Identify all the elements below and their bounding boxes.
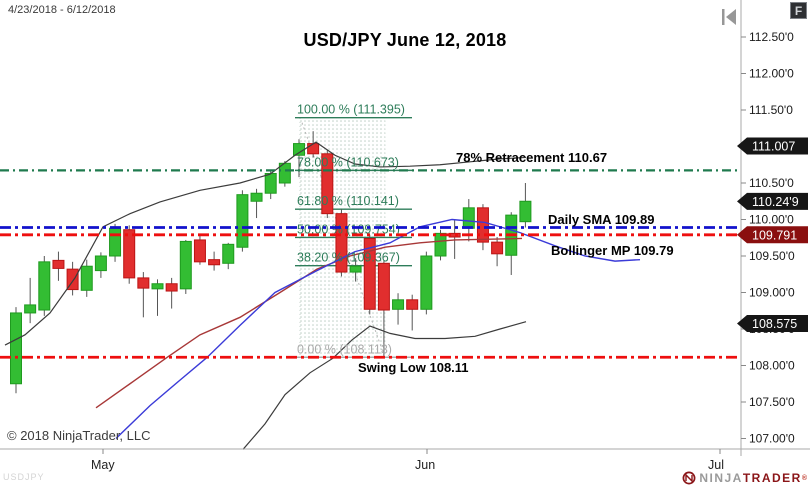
candle: [94, 252, 107, 278]
candle: [165, 277, 178, 309]
fib-level-label: 100.00 % (111.395): [297, 103, 405, 117]
fib-level-label: 50.00 % (109.754): [297, 222, 400, 236]
indicator-black-lower: [242, 321, 527, 450]
candle: [38, 256, 51, 316]
price-badge: 108.575: [737, 315, 808, 333]
candle: [222, 242, 235, 270]
month-label: May: [91, 458, 115, 472]
candle: [278, 161, 291, 187]
jump-to-end-icon[interactable]: [720, 6, 740, 28]
price-tick-label: 109.50'0: [749, 249, 795, 263]
logo-ninja-text: NINJA: [699, 471, 743, 485]
candle: [80, 259, 93, 297]
retracement-78-label: 78% Retracement 110.67: [456, 150, 607, 165]
logo-trader-text: TRADER: [742, 471, 802, 485]
candle: [505, 212, 518, 275]
symbol-watermark: USDJPY: [3, 472, 45, 482]
month-label: Jul: [708, 458, 724, 472]
svg-text:111.007: 111.007: [752, 139, 795, 153]
indicator-red-ma: [95, 237, 523, 409]
candle: [236, 190, 249, 252]
page-title: USD/JPY June 12, 2018: [303, 30, 507, 50]
candle: [392, 293, 405, 325]
ninjatrader-logo: NINJA TRADER ®: [682, 471, 807, 485]
candle: [420, 251, 433, 315]
candle: [349, 258, 362, 282]
fib-level-label: 0.00 % (108.113): [297, 342, 392, 356]
candle: [24, 277, 37, 324]
logo-reg-mark: ®: [801, 474, 807, 482]
f-button[interactable]: F: [790, 2, 807, 19]
price-tick-label: 112.50'0: [749, 30, 794, 44]
date-range: 4/23/2018 - 6/12/2018: [8, 4, 116, 16]
copyright: © 2018 NinjaTrader, LLC: [7, 428, 151, 443]
price-tick-label: 109.00'0: [749, 286, 795, 300]
price-tick-label: 108.00'0: [749, 359, 795, 373]
svg-text:110.24'9: 110.24'9: [752, 195, 799, 209]
swing-low-label: Swing Low 108.11: [358, 360, 469, 375]
candle: [151, 279, 164, 316]
indicator-blue-ma: [115, 218, 641, 440]
price-badge: 109.791: [737, 226, 808, 244]
candle: [193, 234, 206, 265]
candle: [321, 150, 334, 219]
indicator-black-upper: [4, 141, 527, 346]
svg-text:109.791: 109.791: [752, 228, 797, 242]
candle: [476, 204, 489, 251]
fib-level-label: 61.80 % (110.141): [297, 194, 399, 208]
svg-text:108.575: 108.575: [752, 317, 797, 331]
price-tick-label: 110.50'0: [749, 176, 794, 190]
candle: [123, 225, 136, 284]
candle: [377, 261, 390, 358]
ninjatrader-icon: [682, 471, 696, 485]
bollinger-mp-label: Bollinger MP 109.79: [551, 243, 674, 258]
fib-level-label: 78.00 % (110.673): [297, 155, 399, 169]
candle: [10, 307, 22, 394]
candle: [66, 261, 79, 296]
price-tick-label: 112.00'0: [749, 67, 794, 81]
price-tick-label: 111.50'0: [749, 103, 793, 117]
candle: [109, 223, 122, 262]
price-tick-label: 107.00'0: [749, 432, 795, 446]
fib-level-label: 38.20 % (109.367): [297, 251, 400, 265]
price-badge: 110.24'9: [737, 192, 808, 210]
candle: [335, 209, 348, 277]
candle: [406, 294, 419, 331]
candle: [491, 237, 504, 267]
price-tick-label: 107.50'0: [749, 395, 795, 409]
price-tick-label: 110.00'0: [749, 213, 794, 227]
candle: [52, 251, 65, 281]
candle: [519, 183, 532, 228]
candle: [137, 272, 150, 318]
price-badge: 111.007: [737, 137, 808, 155]
candle: [250, 188, 263, 219]
month-label: Jun: [415, 458, 435, 472]
candle: [208, 251, 221, 271]
daily-sma-label: Daily SMA 109.89: [548, 212, 654, 227]
candle: [179, 239, 192, 294]
